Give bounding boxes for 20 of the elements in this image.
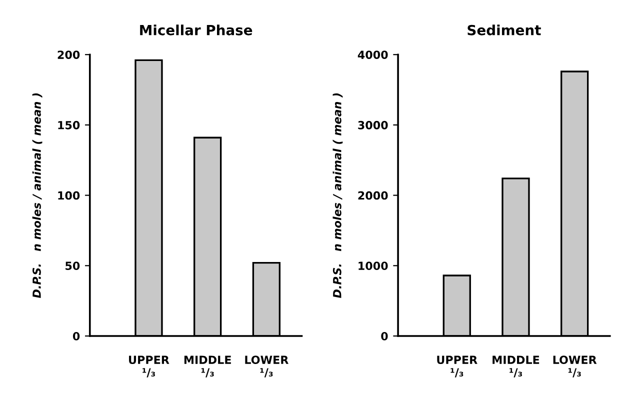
chart-title: Micellar Phase	[140, 24, 252, 36]
y-tick-label: 100	[58, 191, 80, 200]
x-tick-label: LOWER ¹/₃	[553, 356, 597, 378]
y-tick-label: 200	[58, 50, 80, 59]
y-tick-label: 1000	[358, 262, 388, 270]
y-tick-label: 3000	[358, 120, 388, 130]
x-tick-label: MIDDLE ¹/₃	[492, 356, 540, 378]
y-axis-title: D.P.S. n moles / animal ( mean )	[332, 93, 343, 298]
x-tick-label: MIDDLE ¹/₃	[184, 356, 231, 378]
x-tick-label: LOWER ¹/₃	[245, 356, 288, 378]
y-axis-title: D.P.S. n moles / animal ( mean )	[32, 93, 42, 298]
y-tick-label: 0	[72, 332, 80, 340]
y-tick-label: 50	[66, 262, 80, 270]
x-tick-label: UPPER ¹/₃	[129, 356, 170, 378]
y-tick-label: 0	[381, 332, 388, 340]
y-tick-label: 4000	[358, 50, 388, 59]
x-tick-label: UPPER ¹/₃	[437, 356, 478, 378]
chart-title: Sediment	[468, 24, 541, 36]
y-tick-label: 2000	[358, 191, 388, 200]
y-tick-label: 150	[58, 120, 80, 130]
